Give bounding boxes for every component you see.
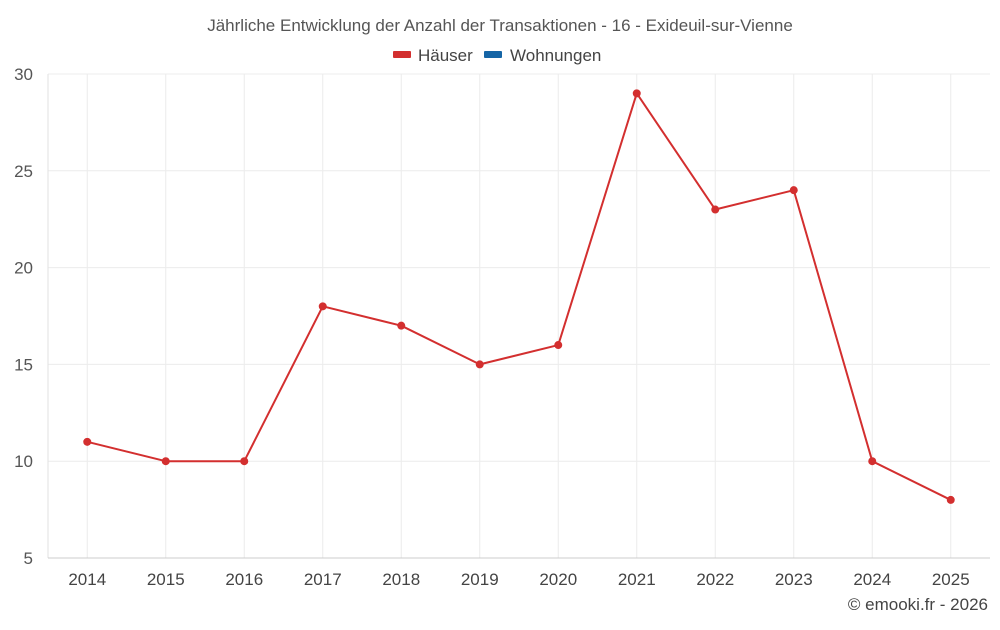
x-tick-label: 2018 [382,570,420,589]
x-tick-label: 2023 [775,570,813,589]
y-tick-label: 25 [14,162,33,181]
credit-text: © emooki.fr - 2026 [848,595,988,614]
chart-title: Jährliche Entwicklung der Anzahl der Tra… [207,16,793,35]
data-point-haeuser[interactable] [946,495,955,504]
data-point-haeuser[interactable] [632,89,641,98]
y-tick-label: 20 [14,259,33,278]
x-tick-label: 2020 [539,570,577,589]
series [83,89,955,504]
legend-label-haeuser: Häuser [418,46,473,65]
y-tick-label: 30 [14,65,33,84]
data-point-haeuser[interactable] [318,302,327,311]
x-tick-label: 2022 [696,570,734,589]
data-point-haeuser[interactable] [397,321,406,330]
legend-item-haeuser[interactable]: Häuser [393,46,473,65]
x-tick-label: 2017 [304,570,342,589]
x-tick-label: 2019 [461,570,499,589]
data-point-haeuser[interactable] [475,360,484,369]
x-tick-label: 2021 [618,570,656,589]
y-tick-label: 10 [14,452,33,471]
data-point-haeuser[interactable] [789,186,798,195]
legend-swatch-wohnungen [484,51,502,58]
data-point-haeuser[interactable] [240,457,249,466]
y-tick-label: 5 [24,549,33,568]
x-tick-label: 2016 [225,570,263,589]
series-line-haeuser [87,92,952,501]
gridlines [48,73,990,558]
x-tick-label: 2015 [147,570,185,589]
legend-swatch-haeuser [393,51,411,58]
x-tick-label: 2014 [68,570,106,589]
x-tick-label: 2025 [932,570,970,589]
x-tick-label: 2024 [853,570,891,589]
y-tick-label: 15 [14,355,33,374]
data-point-haeuser[interactable] [554,341,563,350]
data-point-haeuser[interactable] [161,457,170,466]
legend: Häuser Wohnungen [393,46,601,65]
data-point-haeuser[interactable] [711,205,720,214]
data-point-haeuser[interactable] [868,457,877,466]
legend-item-wohnungen[interactable]: Wohnungen [484,46,601,65]
legend-label-wohnungen: Wohnungen [510,46,601,65]
data-point-haeuser[interactable] [83,437,92,446]
